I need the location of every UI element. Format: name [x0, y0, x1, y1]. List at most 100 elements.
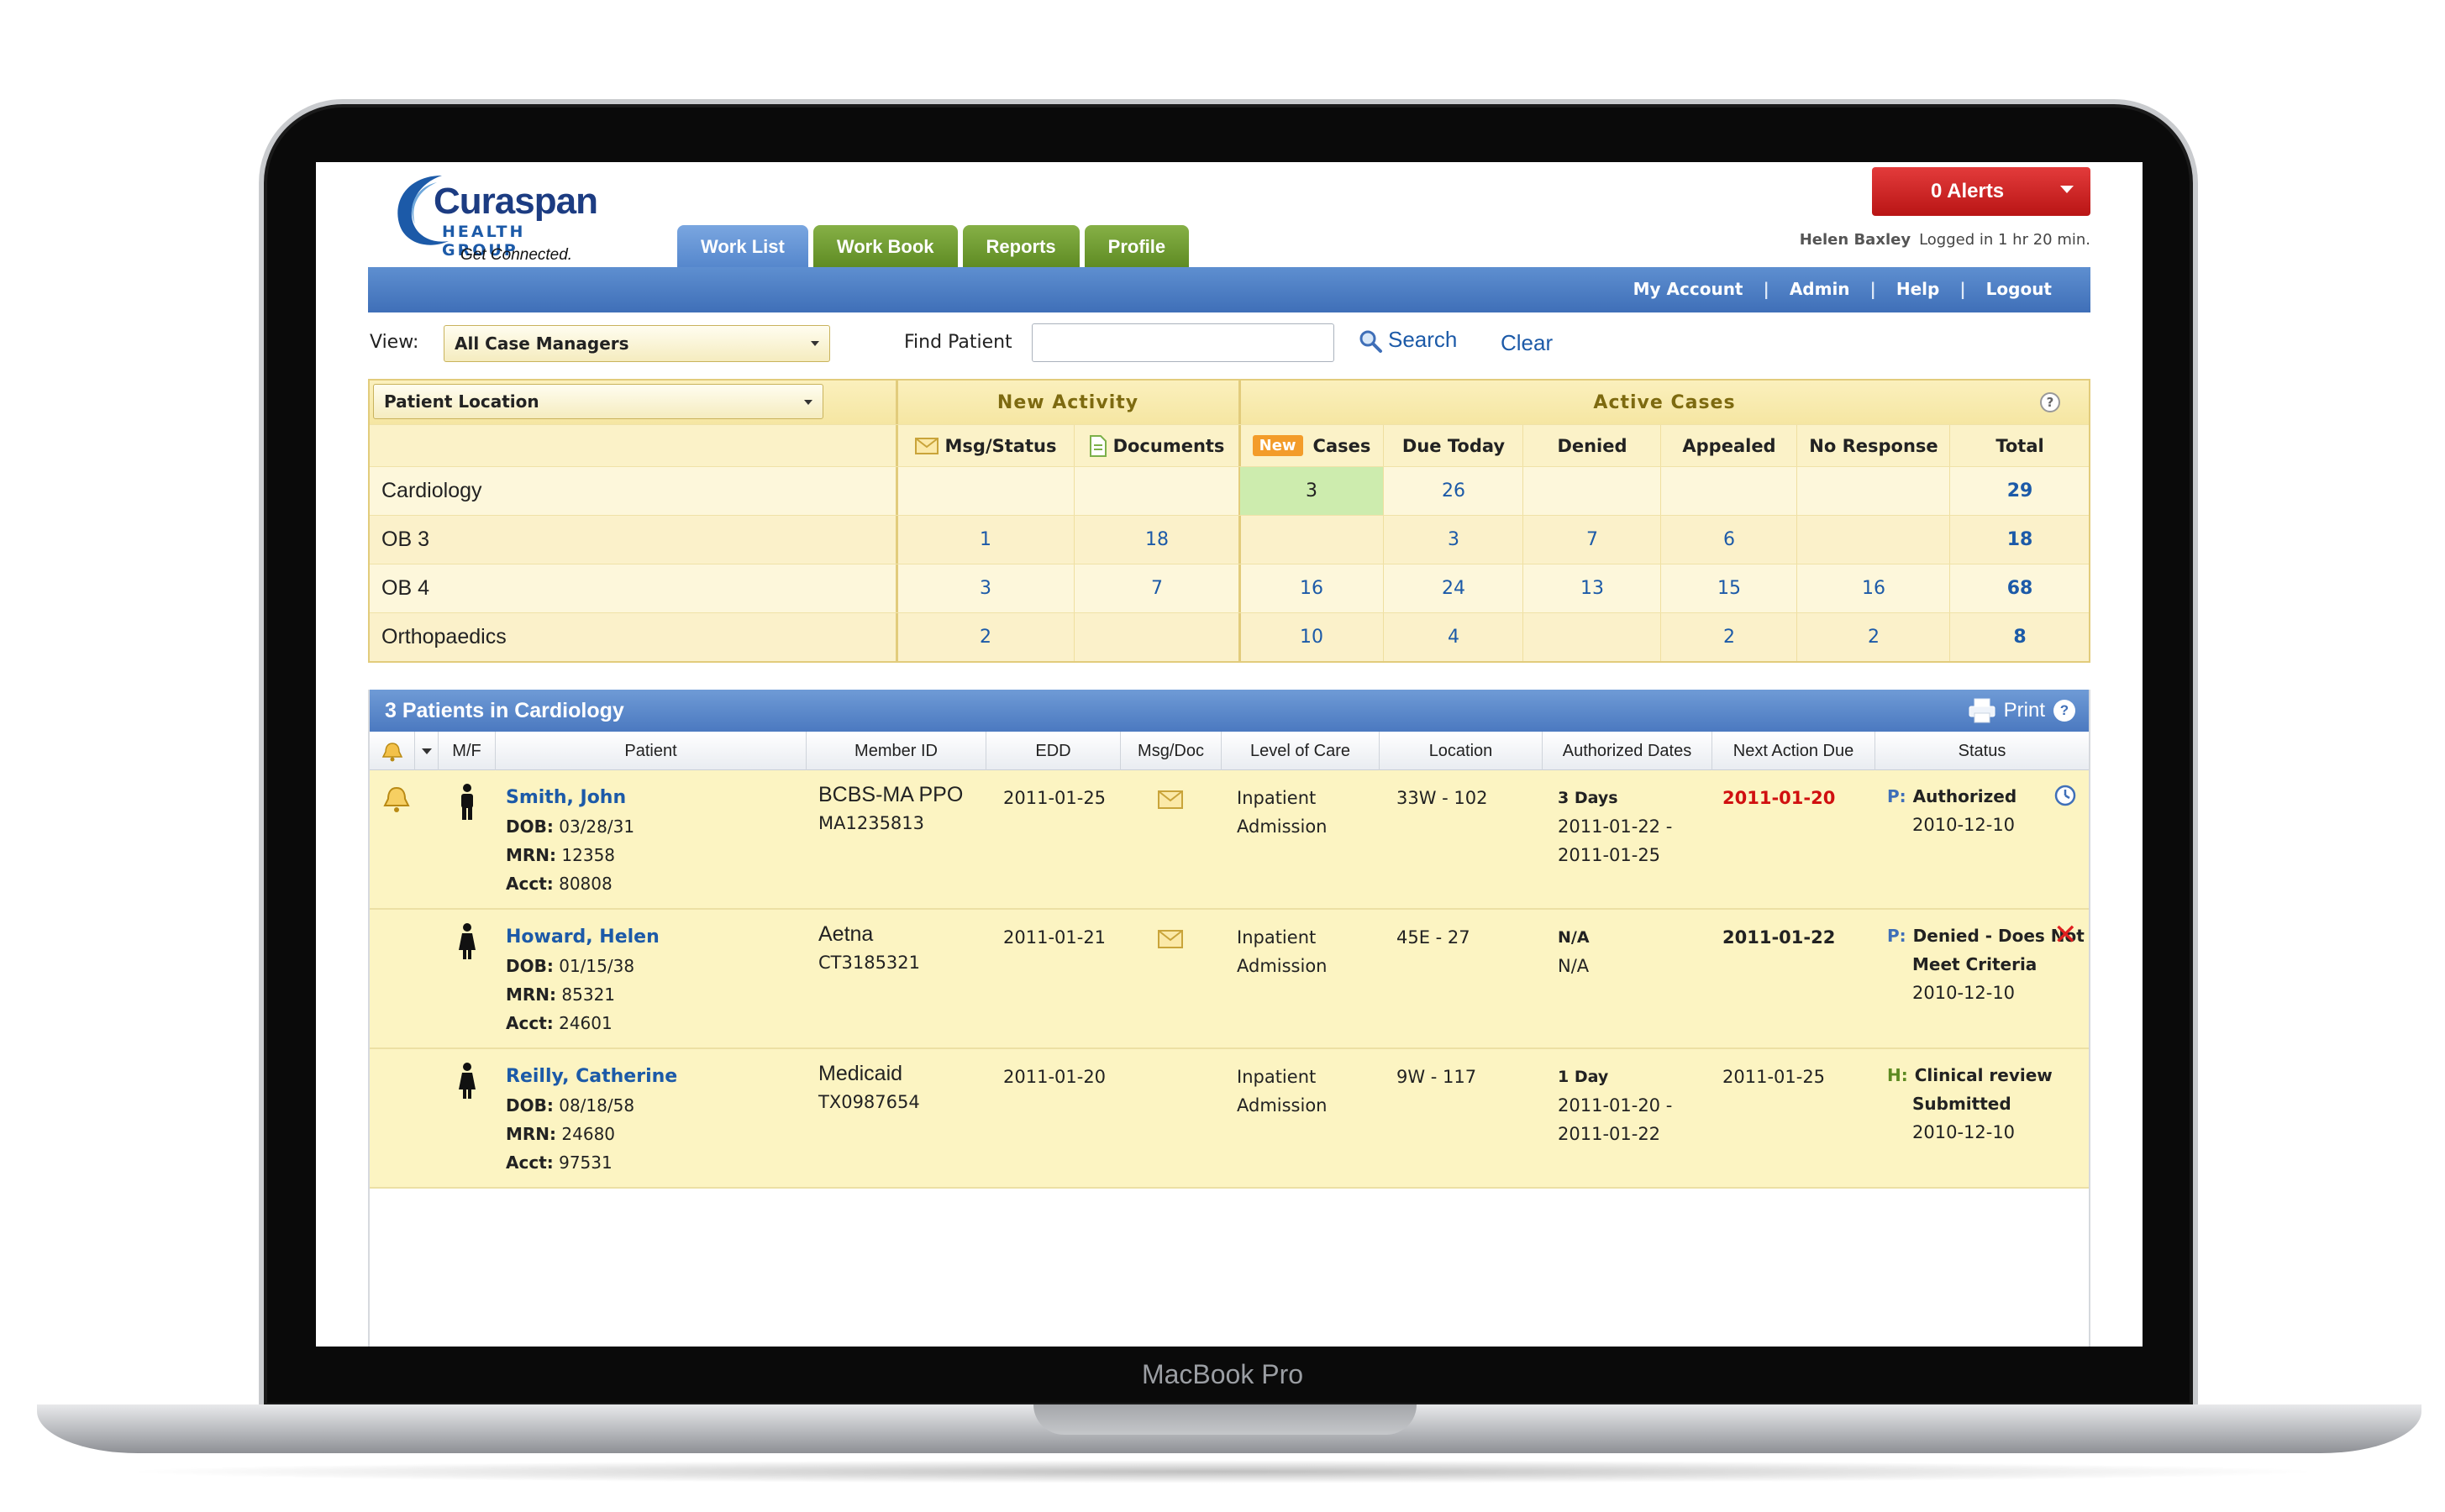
- location-value: 9W - 117: [1396, 1067, 1477, 1087]
- authorized-dates-header[interactable]: Authorized Dates: [1543, 732, 1712, 770]
- logo-swoosh-icon: [397, 176, 449, 245]
- patients-panel: 3 Patients in Cardiology Print ?: [368, 690, 2090, 1347]
- logo-name: Curaspan: [434, 181, 598, 222]
- search-icon: [1359, 330, 1382, 354]
- msgdoc-header[interactable]: Msg/Doc: [1121, 732, 1222, 770]
- new-badge: New: [1252, 435, 1303, 456]
- alerts-button[interactable]: 0 Alerts: [1872, 167, 2090, 216]
- due-today-header[interactable]: Due Today: [1401, 435, 1506, 456]
- member-id: TX0987654: [818, 1092, 920, 1112]
- help-link[interactable]: Help: [1896, 279, 1940, 299]
- patient-name-link[interactable]: Reilly, Catherine: [506, 1066, 678, 1087]
- print-button[interactable]: Print: [2003, 699, 2045, 722]
- login-duration: Logged in 1 hr 20 min.: [1919, 231, 2090, 249]
- search-button[interactable]: Search: [1358, 327, 1457, 360]
- msg-status-header[interactable]: Msg/Status: [897, 425, 1074, 466]
- denied-header[interactable]: Denied: [1557, 435, 1627, 456]
- clock-icon[interactable]: [2053, 784, 2077, 807]
- edd-value: 2011-01-21: [1003, 927, 1107, 948]
- summary-help-icon[interactable]: ?: [2025, 381, 2075, 424]
- admin-link[interactable]: Admin: [1789, 279, 1850, 299]
- edd-header[interactable]: EDD: [986, 732, 1121, 770]
- table-row[interactable]: Howard, Helen DOB: 01/15/38 MRN: 85321 A…: [370, 910, 2089, 1049]
- female-person-icon: [459, 923, 476, 959]
- next-action-date: 2011-01-25: [1722, 1067, 1826, 1087]
- user-status: Helen Baxley Logged in 1 hr 20 min.: [1744, 231, 2090, 249]
- payer-name: BCBS-MA PPO: [818, 783, 964, 806]
- mf-header[interactable]: M/F: [439, 732, 496, 770]
- my-account-link[interactable]: My Account: [1633, 279, 1743, 299]
- summary-row[interactable]: Orthopaedics 2 10 4 2 2 8: [370, 612, 2089, 661]
- group-by-value: Patient Location: [384, 391, 539, 412]
- patients-panel-header: 3 Patients in Cardiology Print ?: [370, 690, 2089, 732]
- laptop-shadow: [118, 1460, 2327, 1483]
- envelope-icon[interactable]: [1158, 930, 1183, 948]
- close-icon[interactable]: ✕: [2053, 918, 2078, 952]
- level-of-care-header[interactable]: Level of Care: [1222, 732, 1380, 770]
- female-person-icon: [459, 1063, 476, 1099]
- patient-name-link[interactable]: Howard, Helen: [506, 927, 660, 948]
- group-by-select[interactable]: Patient Location: [373, 384, 823, 419]
- cases-header[interactable]: New Cases: [1240, 425, 1383, 466]
- chevron-down-icon: [2060, 186, 2074, 193]
- new-activity-header: New Activity: [996, 391, 1139, 413]
- table-row[interactable]: Reilly, Catherine DOB: 08/18/58 MRN: 246…: [370, 1049, 2089, 1189]
- patient-name-link[interactable]: Smith, John: [506, 787, 627, 808]
- total-header[interactable]: Total: [1995, 435, 2044, 456]
- location-value: 33W - 102: [1396, 788, 1488, 808]
- find-patient-label: Find Patient: [904, 332, 1012, 353]
- member-id-header[interactable]: Member ID: [807, 732, 986, 770]
- location-value: 45E - 27: [1396, 927, 1470, 948]
- summary-row[interactable]: OB 4 3 7 16 24 13 15 16 68: [370, 564, 2089, 612]
- app-screen: Curaspan HEALTH GROUP Get Connected. Wor…: [316, 162, 2143, 1347]
- tab-profile[interactable]: Profile: [1084, 225, 1190, 269]
- summary-row[interactable]: Cardiology 3 26 29: [370, 466, 2089, 515]
- next-action-header[interactable]: Next Action Due: [1712, 732, 1875, 770]
- edd-value: 2011-01-20: [1003, 1067, 1107, 1087]
- tab-work-list[interactable]: Work List: [677, 225, 808, 269]
- table-row[interactable]: Smith, John DOB: 03/28/31 MRN: 12358 Acc…: [370, 770, 2089, 910]
- bell-icon: [381, 742, 402, 762]
- appealed-header[interactable]: Appealed: [1682, 435, 1776, 456]
- patient-table-header: M/F Patient Member ID EDD Msg/Doc Level …: [370, 732, 2089, 770]
- summary-column-header: Msg/Status Documents New Cases Due Today …: [370, 424, 2089, 466]
- tab-work-book[interactable]: Work Book: [812, 225, 958, 269]
- no-response-header[interactable]: No Response: [1809, 435, 1938, 456]
- envelope-icon: [914, 437, 939, 454]
- payer-name: Medicaid: [818, 1062, 903, 1085]
- printer-icon[interactable]: [1969, 698, 1995, 723]
- edd-value: 2011-01-25: [1003, 788, 1107, 808]
- active-cases-header: Active Cases: [1593, 391, 1736, 413]
- alert-sort-header[interactable]: [370, 732, 415, 770]
- curaspan-logo: Curaspan HEALTH GROUP Get Connected.: [390, 169, 608, 274]
- payer-name: Aetna: [818, 922, 874, 946]
- bell-icon[interactable]: [381, 785, 412, 814]
- logo-tagline: Get Connected.: [460, 246, 573, 264]
- summary-table: Patient Location New Activity Active Cas…: [368, 379, 2090, 663]
- status-header[interactable]: Status: [1958, 742, 2006, 760]
- logout-link[interactable]: Logout: [1985, 279, 2052, 299]
- find-patient-input[interactable]: [1032, 323, 1334, 362]
- search-label: Search: [1388, 327, 1458, 352]
- chevron-down-icon: [804, 400, 812, 405]
- documents-header[interactable]: Documents: [1075, 425, 1238, 466]
- member-id: MA1235813: [818, 813, 925, 833]
- panel-title: 3 Patients in Cardiology: [385, 699, 624, 722]
- view-label: View:: [370, 332, 419, 353]
- view-select[interactable]: All Case Managers: [444, 325, 830, 362]
- alerts-label: 0 Alerts: [1931, 180, 2005, 202]
- clear-button[interactable]: Clear: [1501, 330, 1554, 355]
- summary-group-header: Patient Location New Activity Active Cas…: [370, 381, 2089, 424]
- top-nav-bar: My Account | Admin | Help | Logout: [368, 267, 2090, 312]
- tab-reports[interactable]: Reports: [962, 225, 1080, 269]
- user-name: Helen Baxley: [1799, 231, 1911, 249]
- patient-header[interactable]: Patient: [496, 732, 807, 770]
- panel-help-icon[interactable]: ?: [2053, 700, 2075, 722]
- envelope-icon[interactable]: [1158, 790, 1183, 809]
- location-header[interactable]: Location: [1380, 732, 1543, 770]
- view-select-value: All Case Managers: [455, 333, 629, 354]
- chevron-down-icon[interactable]: [415, 732, 439, 770]
- summary-row[interactable]: OB 3 1 18 3 7 6 18: [370, 515, 2089, 564]
- main-tabs: Work List Work Book Reports Profile: [677, 225, 1190, 269]
- male-person-icon: [461, 784, 473, 820]
